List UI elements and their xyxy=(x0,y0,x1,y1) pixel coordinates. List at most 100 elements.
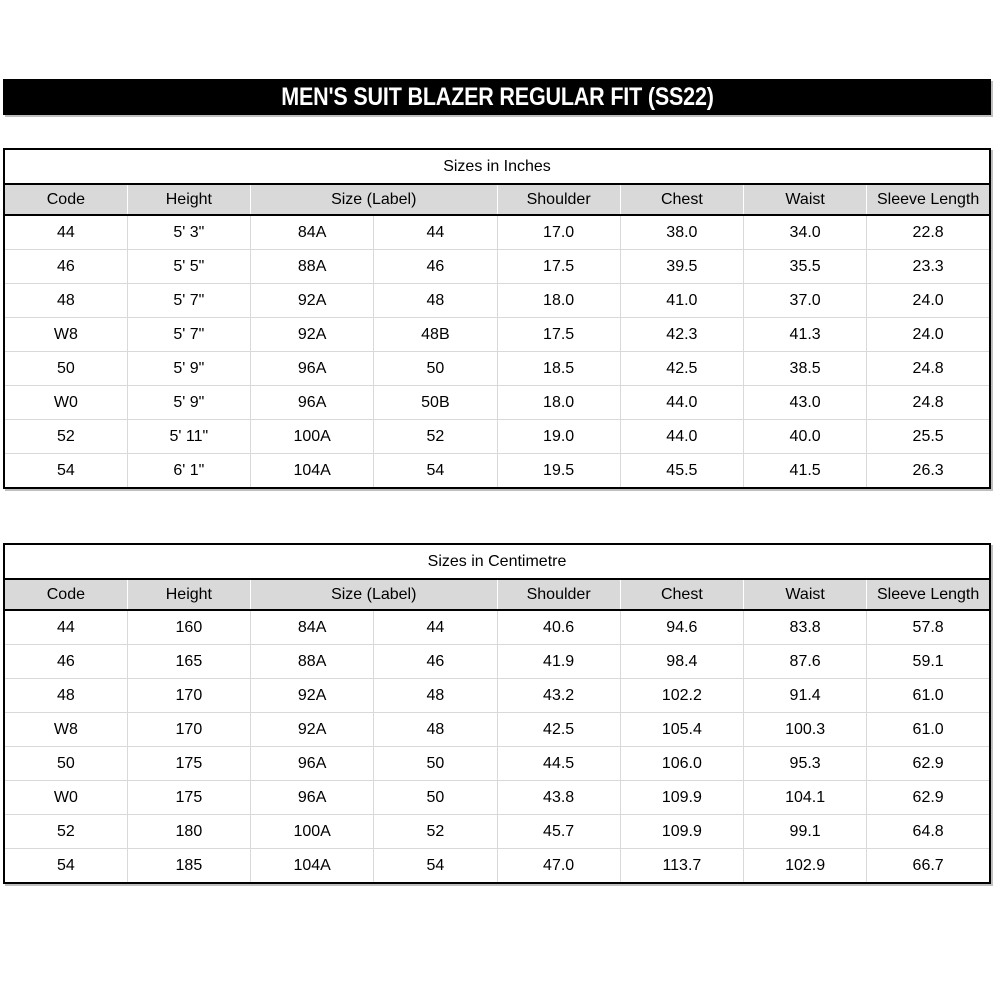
table-cell: 46 xyxy=(373,249,498,284)
table-cell: 41.9 xyxy=(496,644,621,679)
table-cell: 96A xyxy=(249,385,375,420)
table-cell: 48 xyxy=(373,678,498,713)
table-cell: 46 xyxy=(3,249,128,284)
table-row: 52 180 100A 52 45.7 109.9 99.1 64.8 xyxy=(3,814,991,849)
table-cell: 102.2 xyxy=(619,678,745,713)
table-cell: 18.0 xyxy=(496,385,621,420)
table-cell: 5' 11" xyxy=(126,419,252,454)
table-cell: 24.8 xyxy=(866,351,991,386)
table-cell: 41.0 xyxy=(619,283,745,318)
table-cell: 42.3 xyxy=(619,317,745,352)
table-cell: 57.8 xyxy=(866,609,991,645)
table-cell: 54 xyxy=(3,453,128,489)
table-cell: 18.0 xyxy=(496,283,621,318)
table-cell: 46 xyxy=(373,644,498,679)
header-shoulder: Shoulder xyxy=(496,184,621,216)
table-cell: 165 xyxy=(126,644,252,679)
table-cell: 19.5 xyxy=(496,453,621,489)
table-cell: 42.5 xyxy=(619,351,745,386)
table-cell: 62.9 xyxy=(866,746,991,781)
table-caption-row: Sizes in Centimetre xyxy=(4,544,990,580)
table-cell: 48 xyxy=(373,712,498,747)
table-cell: 113.7 xyxy=(619,848,745,884)
table-cell: 24.8 xyxy=(866,385,991,420)
table-cell: 99.1 xyxy=(742,814,868,849)
table-cell: 44.5 xyxy=(496,746,621,781)
header-waist: Waist xyxy=(742,184,867,216)
table-cell: 54 xyxy=(3,848,128,884)
table-cell: 94.6 xyxy=(619,609,745,645)
table-row: 48 5' 7" 92A 48 18.0 41.0 37.0 24.0 xyxy=(3,283,991,318)
header-height: Height xyxy=(126,184,251,216)
table-row: 46 5' 5" 88A 46 17.5 39.5 35.5 23.3 xyxy=(3,249,991,284)
table-cell: 26.3 xyxy=(866,453,991,489)
table-cell: 50 xyxy=(373,746,498,781)
table-cell: 52 xyxy=(373,419,498,454)
table-row: W0 5' 9" 96A 50B 18.0 44.0 43.0 24.8 xyxy=(3,385,991,420)
table-cell: 92A xyxy=(249,678,375,713)
table-cell: 100A xyxy=(249,419,375,454)
table-cell: 88A xyxy=(249,249,375,284)
page-title: MEN'S SUIT BLAZER REGULAR FIT (SS22) xyxy=(280,82,714,111)
table-cell: 180 xyxy=(126,814,252,849)
table-cell: 6' 1" xyxy=(126,453,252,489)
table-row: W8 5' 7" 92A 48B 17.5 42.3 41.3 24.0 xyxy=(3,317,991,352)
table-cell: 22.8 xyxy=(866,214,991,250)
table-cell: 50 xyxy=(3,746,128,781)
table-caption: Sizes in Centimetre xyxy=(4,544,990,580)
header-size-label: Size (Label) xyxy=(250,184,497,216)
header-sleeve-length: Sleeve Length xyxy=(866,579,990,611)
table-cell: 91.4 xyxy=(742,678,868,713)
table-header-row: Code Height Size (Label) Shoulder Chest … xyxy=(4,579,990,611)
table-row: 54 6' 1" 104A 54 19.5 45.5 41.5 26.3 xyxy=(3,453,991,489)
table-cell: 170 xyxy=(126,712,252,747)
table-cell: 19.0 xyxy=(496,419,621,454)
table-cell: 170 xyxy=(126,678,252,713)
table-cell: 106.0 xyxy=(619,746,745,781)
table-cell: 44.0 xyxy=(619,419,745,454)
table-cell: 48B xyxy=(373,317,498,352)
table-cell: 59.1 xyxy=(866,644,991,679)
table-cell: 64.8 xyxy=(866,814,991,849)
table-cell: 40.6 xyxy=(496,609,621,645)
table-cell: 24.0 xyxy=(866,283,991,318)
sizes-in-centimetre-table: Sizes in Centimetre Code Height Size (La… xyxy=(3,543,991,884)
table-cell: 50 xyxy=(3,351,128,386)
table-row: 52 5' 11" 100A 52 19.0 44.0 40.0 25.5 xyxy=(3,419,991,454)
header-shoulder: Shoulder xyxy=(496,579,621,611)
table-cell: 25.5 xyxy=(866,419,991,454)
table-cell: 5' 7" xyxy=(126,317,252,352)
table-cell: 84A xyxy=(249,214,375,250)
table-cell: 46 xyxy=(3,644,128,679)
header-chest: Chest xyxy=(619,579,744,611)
table-cell: 100.3 xyxy=(742,712,868,747)
table-cell: 83.8 xyxy=(742,609,868,645)
header-code: Code xyxy=(4,184,128,216)
table-row: 50 175 96A 50 44.5 106.0 95.3 62.9 xyxy=(3,746,991,781)
table-cell: 17.5 xyxy=(496,317,621,352)
header-sleeve-length: Sleeve Length xyxy=(866,184,990,216)
table-cell: W0 xyxy=(3,780,128,815)
table-cell: 17.5 xyxy=(496,249,621,284)
table-cell: 92A xyxy=(249,283,375,318)
table-cell: 34.0 xyxy=(742,214,868,250)
table-cell: 44 xyxy=(3,609,128,645)
table-cell: 92A xyxy=(249,317,375,352)
table-cell: 66.7 xyxy=(866,848,991,884)
table-cell: 109.9 xyxy=(619,780,745,815)
table-cell: 35.5 xyxy=(742,249,868,284)
table-cell: 43.2 xyxy=(496,678,621,713)
table-cell: 5' 9" xyxy=(126,351,252,386)
table-cell: 44 xyxy=(373,609,498,645)
table-cell: 84A xyxy=(249,609,375,645)
table-cell: 48 xyxy=(373,283,498,318)
table-cell: 37.0 xyxy=(742,283,868,318)
table-cell: 50 xyxy=(373,780,498,815)
table-cell: 88A xyxy=(249,644,375,679)
table-row: 48 170 92A 48 43.2 102.2 91.4 61.0 xyxy=(3,678,991,713)
table-cell: 104A xyxy=(249,453,375,489)
table-cell: 175 xyxy=(126,746,252,781)
table-cell: 50B xyxy=(373,385,498,420)
table-cell: 48 xyxy=(3,283,128,318)
